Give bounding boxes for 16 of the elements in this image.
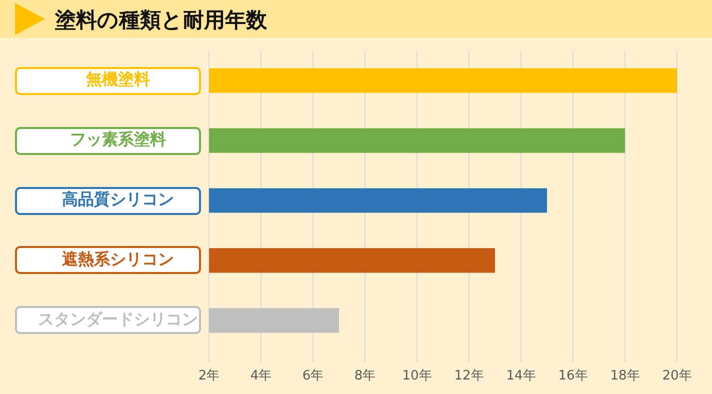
x-tick-label: 12年 xyxy=(454,368,484,384)
x-tick-label: 20年 xyxy=(662,368,692,384)
x-tick-label: 4年 xyxy=(250,368,272,384)
x-tick-label: 18年 xyxy=(610,368,640,384)
y-tick-label: 無機塗料 xyxy=(85,70,150,89)
y-tick-label: 高品質シリコン xyxy=(62,190,174,209)
y-tick-label: スタンダードシリコン xyxy=(38,310,198,329)
x-tick-label: 8年 xyxy=(354,368,376,384)
y-tick-label: 遮熱系シリコン xyxy=(61,250,174,269)
x-tick-label: 10年 xyxy=(402,368,432,384)
chart-title: 塗料の種類と耐用年数 xyxy=(55,7,267,34)
x-tick-label: 14年 xyxy=(506,368,536,384)
x-tick-label: 2年 xyxy=(198,368,220,384)
x-tick-label: 6年 xyxy=(302,368,324,384)
y-tick-label: フッ素系塗料 xyxy=(70,130,166,149)
x-tick-label: 16年 xyxy=(558,368,588,384)
